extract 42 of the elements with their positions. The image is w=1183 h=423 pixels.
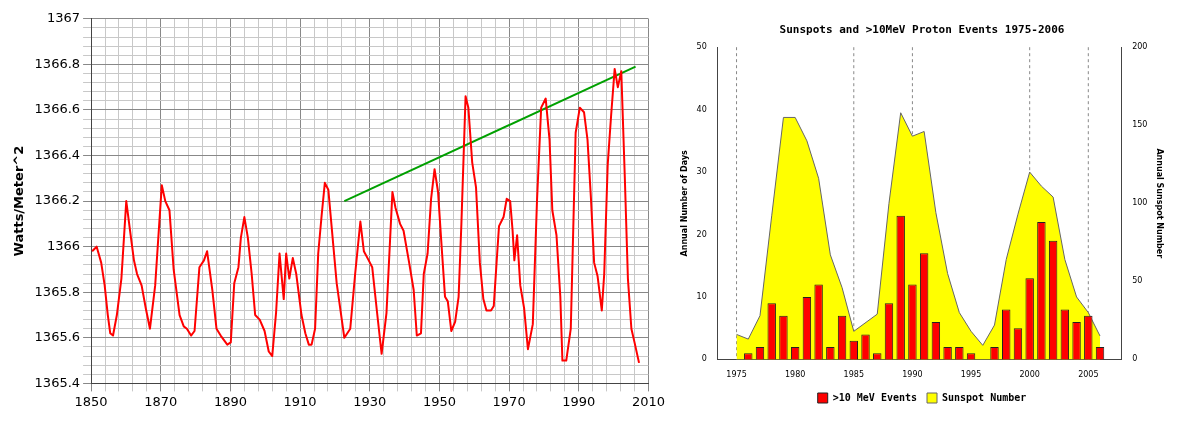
x-tick-label: 2005 bbox=[1078, 370, 1099, 380]
y-tick-label: 50 bbox=[696, 42, 707, 52]
y-tick-label: 1365.4 bbox=[34, 374, 81, 390]
x-tick-label: 2000 bbox=[1019, 370, 1040, 380]
y-tick-label: 1366.4 bbox=[34, 146, 81, 162]
y2-tick-label: 200 bbox=[1132, 42, 1148, 52]
legend-label: Sunspot Number bbox=[942, 391, 1027, 403]
y2-tick-label: 0 bbox=[1132, 354, 1138, 364]
y-tick-label: 1365.8 bbox=[34, 283, 81, 299]
y-tick-label: 1366.2 bbox=[34, 192, 81, 208]
y-tick-label: 30 bbox=[696, 167, 707, 177]
y2-tick-label: 100 bbox=[1132, 198, 1148, 208]
x-tick-label: 1870 bbox=[144, 393, 178, 409]
x-tick-label: 1910 bbox=[283, 393, 317, 409]
x-tick-label: 1990 bbox=[902, 370, 923, 380]
y-tick-label: 1366.6 bbox=[34, 101, 81, 117]
y-tick-label: 1366 bbox=[46, 238, 81, 254]
x-tick-label: 1930 bbox=[353, 393, 387, 409]
x-tick-label: 1970 bbox=[492, 393, 526, 409]
x-tick-label: 1985 bbox=[843, 370, 864, 380]
y-tick-label: 40 bbox=[696, 104, 707, 114]
y2-tick-label: 50 bbox=[1132, 276, 1143, 286]
x-tick-label: 1850 bbox=[74, 393, 108, 409]
x-tick-label: 1995 bbox=[960, 370, 982, 380]
x-tick-label: 1990 bbox=[562, 393, 596, 409]
y2-tick-label: 150 bbox=[1132, 120, 1148, 130]
y-tick-label: 20 bbox=[696, 229, 707, 239]
y-tick-label: 10 bbox=[696, 292, 707, 302]
y-tick-label: 1366.8 bbox=[34, 55, 81, 71]
chart-title: Sunspots and >10MeV Proton Events 1975-2006 bbox=[779, 23, 1065, 37]
y-axis-title: Watts/Meter^2 bbox=[11, 145, 27, 257]
legend-label: >10 MeV Events bbox=[832, 391, 918, 403]
y2-axis-title: Annual Sunspot Number bbox=[1155, 148, 1165, 259]
y-tick-label: 0 bbox=[701, 354, 707, 364]
x-tick-label: 2010 bbox=[631, 393, 665, 409]
x-tick-label: 1975 bbox=[726, 370, 747, 380]
y-axis-title: Annual Number of Days bbox=[679, 149, 689, 257]
y-tick-label: 1365.6 bbox=[34, 329, 81, 345]
x-tick-label: 1980 bbox=[784, 370, 806, 380]
x-tick-label: 1950 bbox=[422, 393, 456, 409]
x-tick-label: 1890 bbox=[213, 393, 247, 409]
y-tick-label: 1367 bbox=[46, 10, 81, 26]
